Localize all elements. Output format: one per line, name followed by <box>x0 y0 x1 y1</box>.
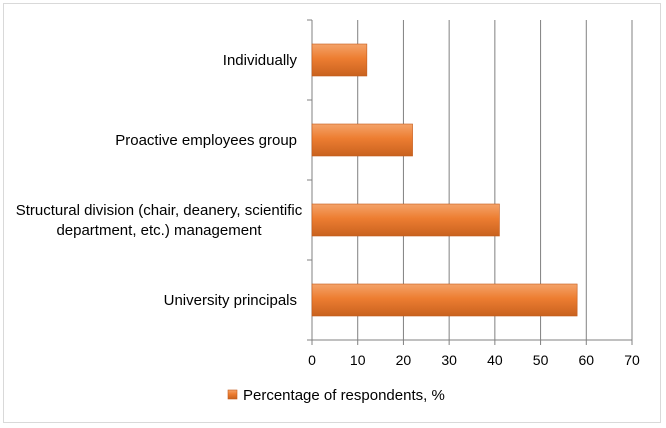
x-tick-label-30: 30 <box>441 352 457 368</box>
category-labels: University principals Structural division… <box>16 52 303 309</box>
x-tick-label-70: 70 <box>624 352 640 368</box>
bar-series <box>311 43 578 317</box>
category-label-line: Structural division (chair, deanery, sci… <box>16 202 303 219</box>
bar-0 <box>311 283 578 317</box>
legend-swatch <box>227 389 238 400</box>
category-label-3: Individually <box>223 52 298 69</box>
category-label-line: Individually <box>223 52 298 69</box>
x-tick-label-20: 20 <box>396 352 412 368</box>
category-label-0: University principals <box>164 292 297 309</box>
x-tick-label-60: 60 <box>578 352 594 368</box>
bar-3 <box>311 43 368 77</box>
x-tick-label-0: 0 <box>308 352 316 368</box>
x-tick-label-40: 40 <box>487 352 503 368</box>
x-tick-label-10: 10 <box>350 352 366 368</box>
legend-label: Percentage of respondents, % <box>243 387 445 404</box>
category-label-line: department, etc.) management <box>56 222 262 239</box>
x-tick-labels: 0 10 20 30 40 50 60 70 <box>308 352 640 368</box>
category-label-2: Proactive employees group <box>115 132 297 149</box>
bar-1 <box>311 203 500 237</box>
legend: Percentage of respondents, % <box>227 387 445 404</box>
category-label-line: Proactive employees group <box>115 132 297 149</box>
x-tick-label-50: 50 <box>533 352 549 368</box>
category-label-1: Structural division (chair, deanery, sci… <box>16 202 303 239</box>
bar-2 <box>311 123 413 157</box>
category-label-line: University principals <box>164 292 297 309</box>
